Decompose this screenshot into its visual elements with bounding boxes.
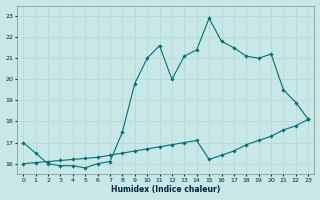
X-axis label: Humidex (Indice chaleur): Humidex (Indice chaleur) <box>111 185 220 194</box>
